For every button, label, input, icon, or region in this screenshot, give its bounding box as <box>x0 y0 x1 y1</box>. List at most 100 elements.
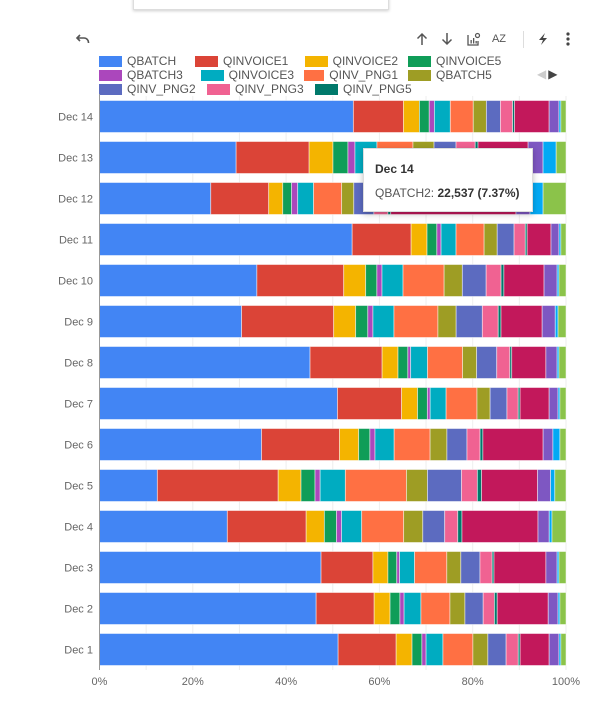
bar-segment[interactable] <box>444 510 459 543</box>
legend-item-qinv-png3[interactable]: QINV_PNG3 <box>207 82 305 96</box>
bar-segment[interactable] <box>485 100 501 133</box>
bar-segment[interactable] <box>445 387 478 420</box>
bar-segment[interactable] <box>497 305 502 338</box>
bar-segment[interactable] <box>99 346 311 379</box>
bar-segment[interactable] <box>542 182 567 215</box>
bar-segment[interactable] <box>402 264 445 297</box>
bar-segment[interactable] <box>99 510 228 543</box>
bar-segment[interactable] <box>358 428 371 461</box>
bar-segment[interactable] <box>440 223 457 256</box>
bar-segment[interactable] <box>542 428 554 461</box>
legend-item-qinvoice1[interactable]: QINVOICE1 <box>195 54 295 68</box>
bar-segment[interactable] <box>347 141 356 174</box>
bar-segment[interactable] <box>554 305 559 338</box>
bar-segment[interactable] <box>481 469 538 502</box>
bar-segment[interactable] <box>519 387 550 420</box>
bar-segment[interactable] <box>235 141 310 174</box>
bar-segment[interactable] <box>461 510 539 543</box>
bar-segment[interactable] <box>372 551 389 584</box>
legend-item-qinv-png2[interactable]: QINV_PNG2 <box>99 82 197 96</box>
bar-segment[interactable] <box>418 100 430 133</box>
bar-segment[interactable] <box>446 428 468 461</box>
bar-segment[interactable] <box>464 592 484 625</box>
legend-item-qinvoice5[interactable]: QINVOICE5 <box>408 54 501 68</box>
bar-segment[interactable] <box>308 141 334 174</box>
bar-segment[interactable] <box>542 141 557 174</box>
bar-segment[interactable] <box>99 551 322 584</box>
bar-segment[interactable] <box>560 100 567 133</box>
bar-segment[interactable] <box>241 305 335 338</box>
bar-segment[interactable] <box>365 264 378 297</box>
legend-prev-button[interactable]: ◀ <box>537 67 547 81</box>
bar-segment[interactable] <box>461 264 487 297</box>
bar-segment[interactable] <box>387 551 398 584</box>
bar-segment[interactable] <box>361 510 405 543</box>
bar-segment[interactable] <box>428 100 435 133</box>
bar-segment[interactable] <box>506 387 519 420</box>
bar-segment[interactable] <box>297 182 314 215</box>
bar-segment[interactable] <box>403 100 420 133</box>
bar-segment[interactable] <box>545 346 558 379</box>
bar-segment[interactable] <box>543 264 558 297</box>
bar-segment[interactable] <box>552 428 561 461</box>
bar-segment[interactable] <box>500 305 543 338</box>
legend-next-button[interactable]: ▶ <box>548 67 558 81</box>
bar-segment[interactable] <box>315 592 375 625</box>
bar-segment[interactable] <box>537 469 552 502</box>
bar-segment[interactable] <box>417 387 428 420</box>
bar-segment[interactable] <box>503 264 545 297</box>
bar-segment[interactable] <box>373 592 391 625</box>
bar-segment[interactable] <box>437 305 457 338</box>
bar-segment[interactable] <box>476 346 498 379</box>
bar-segment[interactable] <box>410 346 428 379</box>
bar-segment[interactable] <box>313 182 343 215</box>
bar-segment[interactable] <box>341 510 363 543</box>
bar-segment[interactable] <box>496 223 515 256</box>
bar-segment[interactable] <box>559 592 567 625</box>
bar-segment[interactable] <box>376 264 383 297</box>
bar-segment[interactable] <box>483 223 498 256</box>
bar-segment[interactable] <box>421 633 427 666</box>
bar-segment[interactable] <box>560 223 567 256</box>
bar-segment[interactable] <box>332 141 349 174</box>
bar-segment[interactable] <box>557 305 567 338</box>
bar-segment[interactable] <box>411 633 423 666</box>
bar-segment[interactable] <box>422 510 446 543</box>
bar-segment[interactable] <box>547 592 559 625</box>
bar-segment[interactable] <box>466 428 481 461</box>
legend-item-qinv-png1[interactable]: QINV_PNG1 <box>304 68 398 82</box>
bar-segment[interactable] <box>305 510 325 543</box>
bar-segment[interactable] <box>401 387 418 420</box>
bar-segment[interactable] <box>374 428 395 461</box>
bar-segment[interactable] <box>314 469 321 502</box>
legend-item-qinvoice2[interactable]: QINVOICE2 <box>305 54 398 68</box>
bar-segment[interactable] <box>446 551 462 584</box>
bar-segment[interactable] <box>99 469 158 502</box>
legend-item-qinv-png5[interactable]: QINV_PNG5 <box>315 82 412 96</box>
bar-segment[interactable] <box>560 633 567 666</box>
bar-segment[interactable] <box>410 223 428 256</box>
bar-segment[interactable] <box>548 510 553 543</box>
bar-segment[interactable] <box>545 551 558 584</box>
bar-segment[interactable] <box>436 223 442 256</box>
bar-segment[interactable] <box>548 633 560 666</box>
bar-segment[interactable] <box>333 305 357 338</box>
bar-segment[interactable] <box>336 510 343 543</box>
bar-segment[interactable] <box>99 305 243 338</box>
bar-segment[interactable] <box>99 141 237 174</box>
bar-segment[interactable] <box>369 428 376 461</box>
bar-segment[interactable] <box>396 551 400 584</box>
bar-segment[interactable] <box>99 223 353 256</box>
arrow-down-icon[interactable] <box>437 28 457 50</box>
bar-segment[interactable] <box>476 469 482 502</box>
legend-item-qbatch5[interactable]: QBATCH5 <box>408 68 492 82</box>
chart-settings-icon[interactable] <box>463 28 483 50</box>
bar-segment[interactable] <box>403 510 424 543</box>
bar-segment[interactable] <box>261 428 340 461</box>
bar-segment[interactable] <box>455 305 483 338</box>
sort-az-icon[interactable]: AZ <box>489 28 509 50</box>
bar-segment[interactable] <box>427 346 463 379</box>
bar-segment[interactable] <box>406 469 428 502</box>
bar-segment[interactable] <box>407 346 412 379</box>
bar-segment[interactable] <box>337 387 403 420</box>
